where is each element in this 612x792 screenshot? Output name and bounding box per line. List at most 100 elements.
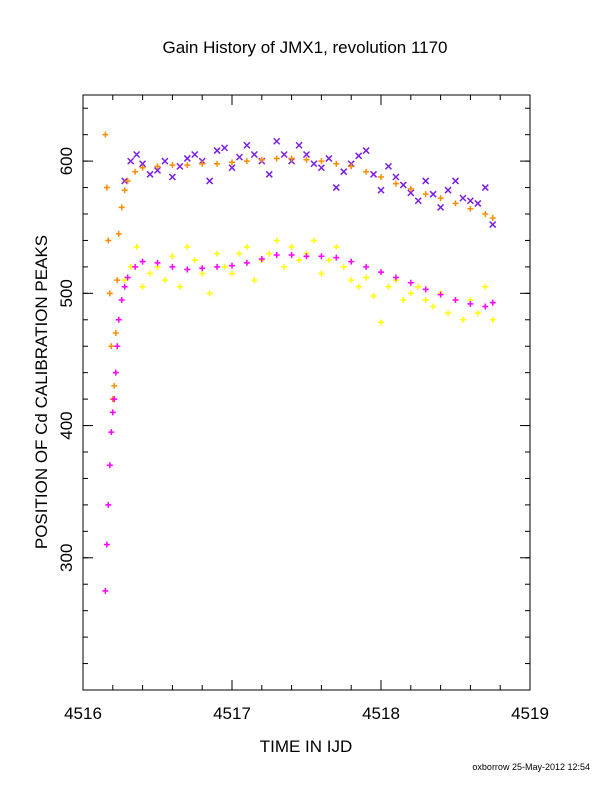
data-point <box>115 316 122 323</box>
data-point <box>103 184 110 191</box>
data-point <box>385 283 392 290</box>
series-2 <box>121 237 496 326</box>
data-point <box>258 255 265 262</box>
data-point <box>214 263 221 270</box>
data-point <box>377 186 385 194</box>
data-point <box>355 283 362 290</box>
data-point <box>118 296 125 303</box>
data-point <box>422 191 429 198</box>
data-point <box>214 160 221 167</box>
data-point <box>325 257 332 264</box>
data-point <box>489 316 496 323</box>
data-point <box>392 274 399 281</box>
data-point <box>105 501 112 508</box>
data-point <box>281 263 288 270</box>
data-point <box>102 587 109 594</box>
data-point <box>378 173 384 180</box>
data-point <box>392 173 400 181</box>
data-point <box>229 270 235 277</box>
data-point <box>481 184 489 192</box>
data-point <box>243 259 250 266</box>
data-point <box>111 396 118 403</box>
data-point <box>243 244 250 251</box>
data-point <box>296 257 303 264</box>
series-1 <box>102 131 496 403</box>
data-point <box>266 250 273 257</box>
data-point <box>429 190 437 198</box>
data-point <box>333 160 340 167</box>
data-point <box>474 199 482 207</box>
data-point <box>363 168 370 175</box>
data-point <box>378 319 384 326</box>
data-point <box>348 258 355 265</box>
data-point <box>363 274 370 281</box>
y-axis-label: POSITION OF Cd CALIBRATION PEAKS <box>32 235 51 549</box>
data-point <box>191 150 199 159</box>
data-point <box>399 181 407 189</box>
data-point <box>400 296 407 303</box>
data-point <box>111 382 118 389</box>
data-point <box>415 283 422 290</box>
x-tick-label: 4519 <box>511 704 549 723</box>
data-point <box>445 310 452 317</box>
x-axis-label: TIME IN IJD <box>260 737 353 756</box>
data-point <box>199 270 206 277</box>
data-point <box>229 262 235 269</box>
data-point <box>161 157 169 165</box>
data-point <box>114 343 121 350</box>
data-point <box>340 263 347 270</box>
data-point <box>106 462 113 469</box>
data-point <box>318 158 325 165</box>
data-point <box>407 290 414 297</box>
axis-ticks: 4516 4517 4518 4519 300 400 500 600 <box>57 95 549 723</box>
data-point <box>317 164 325 172</box>
data-point <box>348 277 355 284</box>
data-point <box>489 214 496 221</box>
data-point <box>176 162 184 170</box>
data-point <box>169 253 176 260</box>
data-point <box>265 170 273 178</box>
data-point <box>199 160 206 167</box>
data-point <box>407 185 414 192</box>
data-point <box>108 343 115 350</box>
data-point <box>184 266 191 273</box>
data-point <box>139 283 146 290</box>
data-point <box>127 157 135 165</box>
data-point <box>154 163 161 170</box>
data-point <box>221 263 228 270</box>
data-point <box>392 180 399 187</box>
data-point <box>250 150 258 159</box>
data-point <box>273 137 281 145</box>
plot-area: 4516 4517 4518 4519 300 400 500 600 <box>57 94 549 723</box>
data-point <box>112 369 119 376</box>
data-point <box>273 251 280 258</box>
data-point <box>422 286 429 293</box>
data-point <box>288 251 295 258</box>
data-point <box>124 177 131 184</box>
data-point <box>333 254 340 261</box>
plot-frame <box>82 94 531 691</box>
data-point <box>108 429 115 436</box>
data-point <box>332 184 340 192</box>
data-point <box>370 292 377 299</box>
data-point <box>348 163 355 170</box>
data-point <box>214 250 221 257</box>
data-point <box>459 194 467 202</box>
data-point <box>318 253 325 260</box>
data-point <box>422 177 430 185</box>
data-point <box>325 154 333 162</box>
data-point <box>102 131 109 138</box>
chart-title: Gain History of JMX1, revolution 1170 <box>162 38 447 57</box>
data-point <box>482 303 489 310</box>
data-point <box>370 170 378 178</box>
x-tick-label: 4518 <box>362 704 400 723</box>
data-point <box>115 230 122 237</box>
data-point <box>154 259 161 266</box>
data-point <box>103 541 110 548</box>
data-point <box>114 277 121 284</box>
data-point <box>243 158 250 165</box>
data-point <box>362 147 370 155</box>
data-point <box>236 250 243 257</box>
data-point <box>467 300 474 307</box>
x-tick-label: 4517 <box>213 704 251 723</box>
